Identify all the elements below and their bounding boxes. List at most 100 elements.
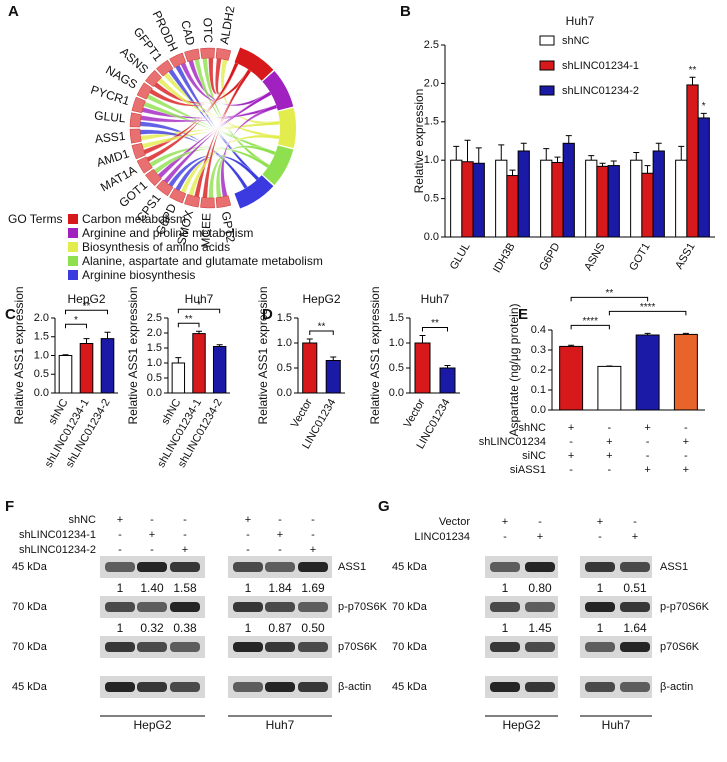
error-bar <box>419 335 426 343</box>
quantification: 1.45 <box>528 621 552 635</box>
treatment-sign: - <box>183 529 187 541</box>
significance-bracket <box>309 330 334 335</box>
y-tick-label: 0.3 <box>531 344 546 356</box>
blot-band <box>137 562 167 572</box>
treatment-sign: + <box>597 516 603 528</box>
treatment-sign: - <box>633 516 637 528</box>
bar <box>540 159 553 238</box>
protein-label: p70S6K <box>660 641 700 653</box>
error-bar <box>330 356 337 361</box>
treatment-sign: - <box>246 544 250 556</box>
y-tick-label: 1.5 <box>147 342 162 354</box>
kda-label: 70 kDa <box>392 601 428 613</box>
error-bar <box>453 145 460 161</box>
error-bar <box>62 354 69 356</box>
y-tick-label: 1.0 <box>277 337 292 349</box>
significance-bracket <box>65 309 108 315</box>
y-tick-label: 0.0 <box>389 387 404 399</box>
treatment-sign: - <box>118 529 122 541</box>
panel-label: F <box>5 498 14 515</box>
legend-label: Alanine, aspartate and glutamate metabol… <box>82 254 323 268</box>
blot-band <box>233 682 263 692</box>
bar <box>325 360 341 394</box>
blot-band <box>265 642 295 652</box>
error-bar <box>565 135 572 144</box>
protein-label: ASS1 <box>660 561 688 573</box>
y-tick-label: 1.0 <box>34 349 49 361</box>
blot-background <box>485 556 558 578</box>
blot-band <box>585 682 615 692</box>
significance-bracket <box>570 324 610 330</box>
bar <box>79 343 94 394</box>
y-tick-label: 1.5 <box>389 312 404 324</box>
treatment-label: Vector <box>439 516 471 528</box>
y-tick-label: 0.5 <box>147 372 162 384</box>
significance: **** <box>640 302 656 313</box>
cell-label: Huh7 <box>602 718 631 732</box>
y-tick-label: 0.0 <box>277 387 292 399</box>
treatment-sign: - <box>311 529 315 541</box>
blot-band <box>490 562 520 572</box>
legend-swatch <box>68 242 78 252</box>
blot-band <box>298 682 328 692</box>
go-term-arc <box>234 47 274 81</box>
blot-band <box>585 562 615 572</box>
go-term-arc <box>262 145 294 185</box>
y-tick-label: 1.0 <box>424 154 439 166</box>
y-axis-label: Relative ASS1 expression <box>256 286 270 424</box>
condition-sign: - <box>646 450 650 462</box>
error-bar <box>475 147 482 164</box>
treatment-sign: - <box>311 514 315 526</box>
chord-ribbon <box>141 120 281 149</box>
blot-background <box>580 596 652 618</box>
quantification: 1 <box>245 581 252 595</box>
y-tick-label: 0.0 <box>147 387 162 399</box>
gene-label: GPT2 <box>219 210 238 244</box>
blot-band <box>298 602 328 612</box>
kda-label: 70 kDa <box>12 601 48 613</box>
bar <box>100 338 115 394</box>
blot-band <box>105 562 135 572</box>
bar <box>414 342 431 394</box>
legend-label: Carbon metabolism <box>82 212 186 226</box>
blot-band <box>233 602 263 612</box>
gene-label: ASS1 <box>94 129 126 146</box>
error-bar <box>306 338 313 343</box>
blot-background <box>580 676 652 698</box>
panel-label: A <box>8 3 19 20</box>
blot-band <box>137 602 167 612</box>
quantification: 1 <box>117 621 124 635</box>
error-bar <box>216 344 223 347</box>
y-tick-label: 0.5 <box>34 368 49 380</box>
legend-label: Biosynthesis of amino acids <box>82 240 230 254</box>
condition-label: shLINC01234 <box>479 436 546 448</box>
error-bar <box>644 165 651 174</box>
y-tick-label: 1.0 <box>389 337 404 349</box>
gene-arc <box>200 47 215 59</box>
blot-background <box>485 676 558 698</box>
blot-band <box>233 642 263 652</box>
chart-title: Huh7 <box>185 292 214 306</box>
quantification: 1.69 <box>301 581 325 595</box>
kda-label: 45 kDa <box>12 561 48 573</box>
y-axis-label: Relative expression <box>412 89 426 194</box>
legend-label: Arginine and proline metabolism <box>82 226 253 240</box>
blot-background <box>580 556 652 578</box>
treatment-sign: + <box>277 529 283 541</box>
error-bar <box>498 144 505 161</box>
treatment-sign: + <box>310 544 316 556</box>
protein-label: p-p70S6K <box>660 601 710 613</box>
gene-arc <box>129 128 142 144</box>
go-term-arc <box>234 175 274 209</box>
panel-label: G <box>378 498 390 515</box>
significance-bracket <box>177 308 221 314</box>
protein-label: p70S6K <box>338 641 378 653</box>
condition-sign: - <box>608 464 612 476</box>
gene-arc <box>131 96 146 114</box>
significance-bracket <box>177 322 200 328</box>
bar <box>630 159 643 238</box>
blot-band <box>170 642 200 652</box>
condition-sign: + <box>644 422 650 434</box>
error-bar <box>444 365 451 368</box>
treatment-sign: - <box>538 516 542 528</box>
